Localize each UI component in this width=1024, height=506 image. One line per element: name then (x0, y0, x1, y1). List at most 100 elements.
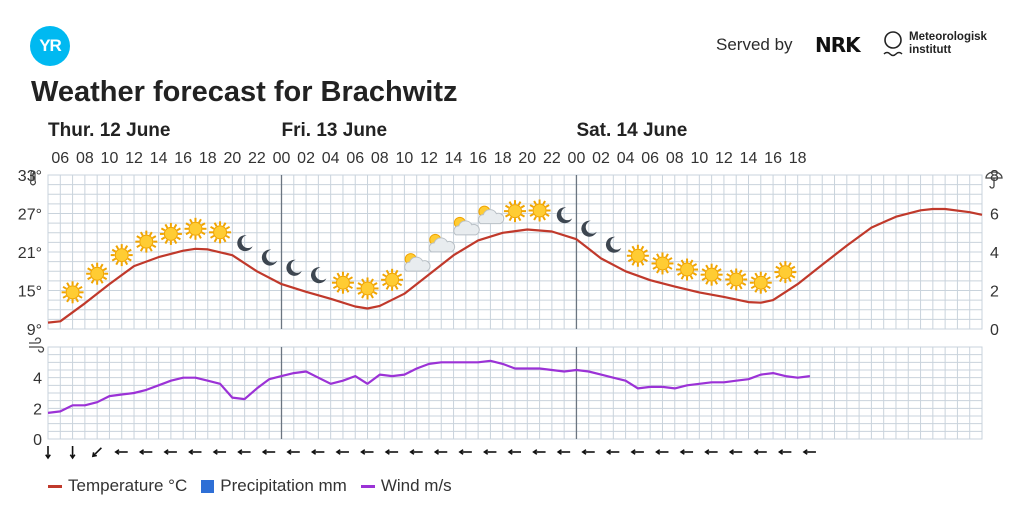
hour-tick-label: 06 (51, 150, 69, 167)
hour-tick-label: 12 (715, 150, 733, 167)
sun-icon (725, 268, 748, 291)
wind-direction-arrow (753, 449, 767, 455)
umbrella-icon (985, 171, 1003, 189)
hour-tick-label: 08 (76, 150, 94, 167)
yr-logo[interactable]: YR (30, 26, 70, 66)
wind-direction-arrow (433, 449, 448, 455)
sun-icon (651, 252, 674, 275)
legend-temperature-label: Temperature °C (68, 476, 188, 495)
hour-tick-label: 22 (543, 150, 561, 167)
wind-direction-arrow (581, 449, 595, 455)
legend-wind: Wind m/s (360, 476, 452, 496)
sun-icon (676, 258, 699, 281)
hour-tick-label: 12 (420, 150, 438, 167)
nrk-logo[interactable]: NRK (815, 33, 861, 57)
hour-tick-label: 00 (568, 150, 586, 167)
hour-tick-label: 08 (371, 150, 389, 167)
sun-icon (749, 271, 772, 294)
hour-tick-label: 16 (764, 150, 782, 167)
wind-direction-arrow (335, 449, 349, 455)
moon-icon (581, 220, 597, 237)
wind-direction-arrow (286, 449, 300, 455)
sun-icon (331, 271, 354, 294)
moon-icon (237, 235, 253, 252)
moon-icon (261, 249, 278, 266)
precipitation-tick-label: 6 (990, 207, 999, 224)
partly-cloudy-icon (404, 253, 431, 272)
wind-direction-arrow (45, 446, 51, 460)
hour-tick-label: 12 (125, 150, 143, 167)
wind-direction-arrow (728, 449, 743, 455)
temperature-tick-label: 33° (18, 168, 42, 185)
legend-precipitation-swatch (201, 479, 215, 493)
moon-icon (286, 259, 302, 276)
sun-icon (184, 217, 207, 240)
day-label: Thur. 12 June (48, 120, 170, 141)
wind-direction-arrow (679, 449, 694, 455)
precipitation-tick-label: 8 (990, 168, 999, 185)
wind-direction-arrow (91, 447, 102, 458)
precipitation-tick-label: 4 (990, 245, 999, 262)
sun-icon (110, 244, 133, 267)
wind-direction-arrow (188, 449, 202, 455)
sun-icon (528, 199, 551, 222)
chart-legend: Temperature °C Precipitation mm Wind m/s (48, 476, 452, 496)
moon-icon (311, 267, 327, 284)
met-line1: Meteorologisk (909, 31, 987, 43)
met-institute-icon (883, 31, 903, 57)
partly-cloudy-icon (453, 216, 480, 236)
sun-icon (61, 281, 84, 304)
met-institute-logo[interactable]: Meteorologisk institutt (909, 31, 987, 57)
temperature-line (47, 207, 983, 324)
hour-tick-label: 06 (346, 150, 364, 167)
hour-tick-label: 18 (494, 150, 512, 167)
hour-tick-label: 20 (518, 150, 536, 167)
moon-icon (605, 236, 622, 253)
wind-direction-arrow (802, 449, 816, 455)
wind-direction-arrow (212, 449, 227, 455)
hour-tick-label: 14 (150, 150, 168, 167)
wind-line (47, 359, 811, 414)
hour-tick-label: 20 (223, 150, 241, 167)
legend-temperature-swatch (48, 484, 62, 488)
hour-tick-label: 22 (248, 150, 266, 167)
sun-icon (774, 261, 797, 284)
hour-tick-label: 10 (690, 150, 708, 167)
wind-direction-arrow (532, 449, 546, 455)
hour-tick-label: 16 (469, 150, 487, 167)
legend-wind-swatch (360, 484, 375, 488)
served-by-label: Served by (716, 35, 793, 54)
temperature-tick-label: 9° (27, 322, 42, 339)
precipitation-tick-label: 2 (990, 284, 999, 301)
wind-direction-arrow (409, 449, 423, 455)
wind-direction-arrow (384, 449, 399, 455)
wind-direction-arrow (556, 449, 571, 455)
hour-tick-label: 14 (445, 150, 463, 167)
wind-tick-label: 4 (33, 371, 42, 388)
wind-direction-arrow (777, 449, 792, 455)
moon-icon (556, 207, 573, 224)
wind-direction-arrow (704, 449, 718, 455)
wind-direction-arrow (163, 449, 177, 455)
hour-tick-label: 06 (641, 150, 659, 167)
legend-temperature: Temperature °C (48, 476, 187, 496)
thermometer-icon (30, 170, 36, 186)
wind-direction-arrow (605, 449, 620, 455)
wind-direction-arrow (630, 449, 644, 455)
wind-direction-arrow (310, 449, 325, 455)
wind-direction-arrow (483, 449, 497, 455)
wind-direction-arrow (237, 449, 251, 455)
precipitation-tick-label: 0 (990, 322, 999, 339)
hour-tick-label: 02 (297, 150, 315, 167)
sun-icon (135, 230, 158, 253)
hour-tick-label: 04 (617, 150, 635, 167)
wind-direction-arrow (655, 449, 669, 455)
partly-cloudy-icon (428, 233, 456, 253)
hour-tick-label: 08 (666, 150, 684, 167)
wind-direction-arrow (507, 449, 521, 455)
sun-icon (504, 200, 526, 223)
hour-tick-label: 14 (740, 150, 758, 167)
wind-icon (29, 337, 45, 353)
wind-direction-arrow (138, 449, 153, 455)
